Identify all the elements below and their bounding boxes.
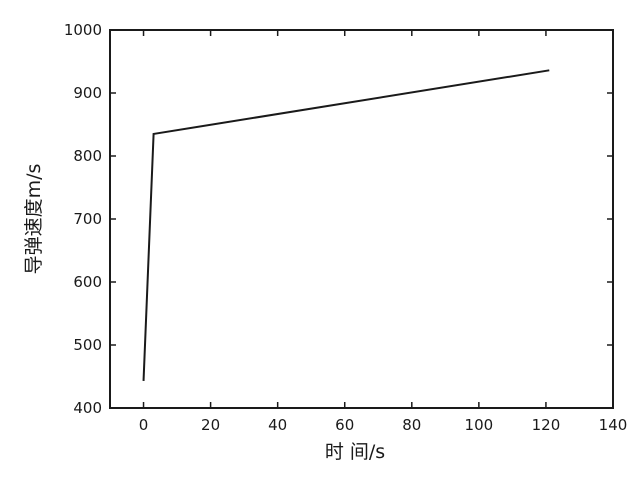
y-tick-label: 700 — [73, 210, 102, 228]
series-line — [142, 69, 550, 381]
x-axis-ticks: 0 20 40 60 80 100 120 140 — [139, 30, 628, 434]
y-tick-label: 400 — [73, 399, 102, 417]
x-tick-label: 80 — [402, 416, 421, 434]
x-tick-label: 120 — [532, 416, 561, 434]
x-axis-title: 时 间/s — [325, 441, 385, 463]
x-tick-label: 40 — [268, 416, 287, 434]
x-tick-label: 140 — [599, 416, 628, 434]
y-axis-ticks: 400 500 600 700 800 900 1000 — [64, 21, 613, 417]
y-tick-label: 600 — [73, 273, 102, 291]
y-tick-label: 500 — [73, 336, 102, 354]
x-tick-label: 100 — [465, 416, 494, 434]
plot-frame — [109, 29, 614, 409]
x-tick-label: 0 — [139, 416, 149, 434]
x-tick-label: 60 — [335, 416, 354, 434]
series-layer — [142, 69, 550, 381]
x-tick-label: 20 — [201, 416, 220, 434]
y-tick-label: 800 — [73, 147, 102, 165]
y-axis-title: 导弹速度m/s — [23, 164, 45, 275]
y-tick-label: 900 — [73, 84, 102, 102]
y-tick-label: 1000 — [64, 21, 102, 39]
